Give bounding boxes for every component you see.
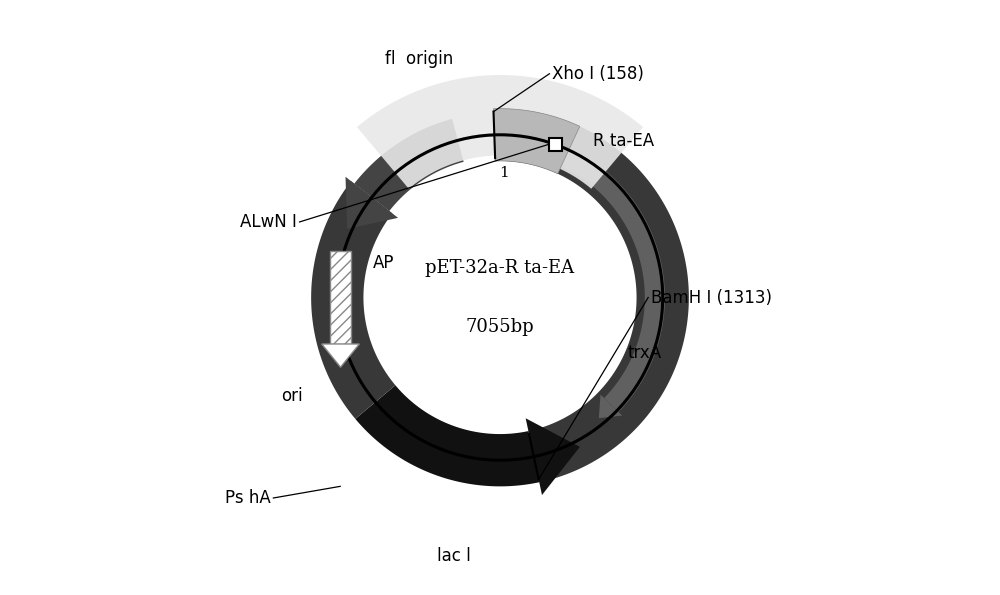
Polygon shape <box>357 75 643 189</box>
Polygon shape <box>311 181 395 419</box>
Text: ALwN I: ALwN I <box>240 213 297 231</box>
Text: trxA: trxA <box>628 344 662 362</box>
Text: fl  origin: fl origin <box>385 50 453 68</box>
Text: BamH I (1313): BamH I (1313) <box>651 289 772 306</box>
Text: 1: 1 <box>499 165 509 180</box>
Text: Xho I (158): Xho I (158) <box>552 65 644 83</box>
Text: AP: AP <box>373 253 395 272</box>
Text: 7055bp: 7055bp <box>466 318 534 336</box>
Text: Ps hA: Ps hA <box>225 489 270 507</box>
Text: lac l: lac l <box>437 547 470 565</box>
Polygon shape <box>526 418 580 495</box>
Text: pET-32a-R ta-EA: pET-32a-R ta-EA <box>425 259 575 277</box>
Polygon shape <box>550 143 665 412</box>
Polygon shape <box>493 109 580 174</box>
Text: R ta-EA: R ta-EA <box>593 131 654 149</box>
Bar <box>549 138 562 151</box>
Polygon shape <box>354 119 464 211</box>
Polygon shape <box>322 344 359 367</box>
Text: ori: ori <box>281 387 302 405</box>
Polygon shape <box>355 386 539 486</box>
Polygon shape <box>599 394 622 418</box>
Polygon shape <box>346 177 398 229</box>
Bar <box>330 251 351 344</box>
Polygon shape <box>493 109 689 482</box>
